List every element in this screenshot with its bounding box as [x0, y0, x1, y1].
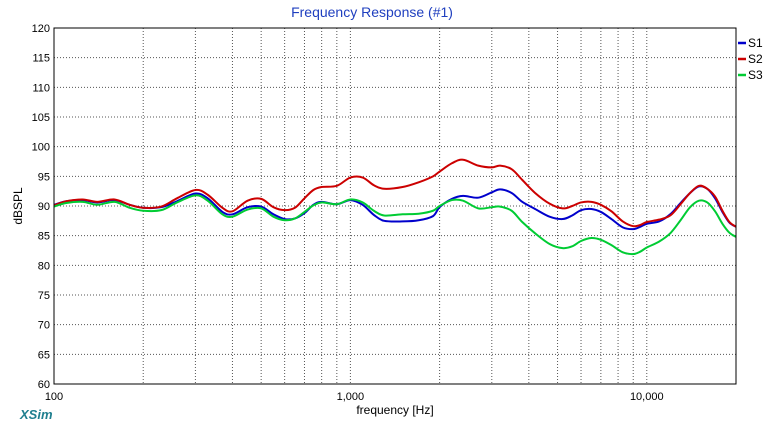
grid [54, 28, 736, 384]
legend-label-s3: S3 [748, 68, 763, 82]
x-tick-label: 1,000 [337, 391, 365, 403]
series-line-s3 [53, 194, 737, 256]
x-axis-label: frequency [Hz] [356, 403, 433, 417]
y-tick-label: 95 [38, 171, 50, 183]
y-tick-label: 70 [38, 320, 50, 332]
y-tick-label: 60 [38, 379, 50, 391]
y-tick-label: 100 [32, 142, 50, 154]
series-line-s1 [53, 185, 737, 231]
legend-label-s2: S2 [748, 52, 763, 66]
y-tick-label: 85 [38, 231, 50, 243]
y-tick-label: 80 [38, 260, 50, 272]
y-tick-labels: 60 65 70 75 80 85 90 95 100 105 110 115 120 [32, 23, 50, 391]
chart-title: Frequency Response (#1) [291, 4, 453, 20]
y-tick-label: 105 [32, 112, 50, 124]
x-tick-label: 100 [45, 391, 63, 403]
series-line-s2 [53, 158, 737, 228]
x-tick-label: 10,000 [630, 391, 664, 403]
series-lines [53, 158, 737, 256]
x-tick-labels: 100 1,000 10,000 [45, 391, 664, 403]
y-tick-label: 115 [32, 53, 50, 65]
legend: S1 S2 S3 [738, 36, 763, 82]
y-tick-label: 110 [32, 82, 50, 94]
y-tick-label: 75 [38, 290, 50, 302]
y-axis-label: dBSPL [11, 187, 25, 225]
plot-area [53, 27, 737, 385]
legend-label-s1: S1 [748, 36, 763, 50]
y-tick-label: 120 [32, 23, 50, 35]
xsim-logo: XSim [19, 407, 53, 422]
y-tick-label: 65 [38, 349, 50, 361]
y-tick-label: 90 [38, 201, 50, 213]
